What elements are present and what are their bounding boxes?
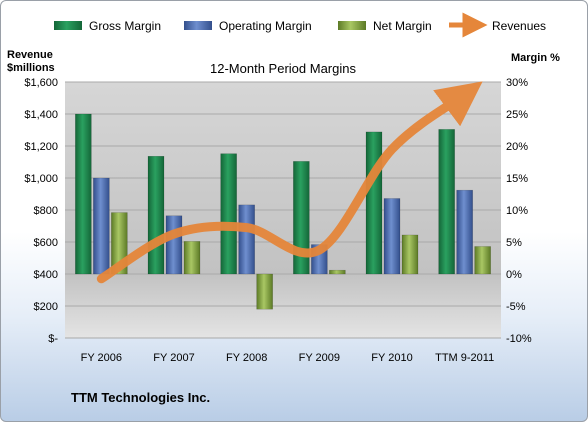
bar-operating-margin [456, 189, 473, 275]
left-axis-label-line2: $millions [7, 62, 55, 74]
bar-gross-margin [365, 131, 383, 275]
right-tick-label: 10% [506, 205, 528, 217]
legend-label-net-margin: Net Margin [373, 19, 432, 33]
right-tick-label: 20% [506, 141, 528, 153]
right-tick-label: 5% [506, 237, 522, 249]
bar-operating-margin [383, 198, 401, 275]
right-tick-label: 15% [506, 173, 528, 185]
x-axis: FY 2006 FY 2007 FY 2008 FY 2009 FY 2010 TTM 9… [81, 352, 495, 364]
left-tick-label: $- [48, 333, 58, 345]
left-tick-label: $1,200 [24, 141, 58, 153]
bar-operating-margin [165, 215, 183, 275]
right-tick-label: 0% [506, 269, 522, 281]
chart-title: 12-Month Period Margins [210, 61, 356, 76]
bar-net-margin [256, 273, 273, 310]
left-axis: $- $200 $400 $600 $800 $1,000 $1,200 $1,400 $1,6… [24, 77, 58, 345]
bars-layer [75, 113, 491, 310]
right-tick-label: 25% [506, 109, 528, 121]
bar-gross-margin [438, 129, 455, 275]
bar-net-margin [401, 234, 419, 275]
legend-item-operating-margin: Operating Margin [184, 19, 312, 33]
legend-swatch-net-margin [338, 21, 366, 30]
bar-net-margin [474, 246, 491, 275]
left-axis-label-line1: Revenue [7, 49, 53, 61]
right-tick-label: 30% [506, 77, 528, 89]
bar-net-margin [183, 241, 201, 275]
x-tick-label: FY 2008 [226, 352, 267, 364]
legend-swatch-gross-margin [54, 21, 82, 30]
bar-gross-margin [75, 113, 92, 275]
x-tick-label: TTM 9-2011 [435, 352, 494, 364]
left-tick-label: $1,600 [24, 77, 58, 89]
left-tick-label: $400 [34, 269, 58, 281]
legend-label-operating-margin: Operating Margin [219, 19, 312, 33]
bar-gross-margin [293, 161, 310, 275]
left-tick-label: $1,000 [24, 173, 58, 185]
bar-operating-margin [93, 177, 110, 275]
legend-item-gross-margin: Gross Margin [54, 19, 161, 33]
right-tick-label: -10% [506, 333, 532, 345]
right-tick-label: -5% [506, 301, 526, 313]
x-tick-label: FY 2009 [299, 352, 340, 364]
left-tick-label: $600 [34, 237, 58, 249]
revenue-line-layer [96, 81, 483, 284]
legend-label-revenues: Revenues [492, 19, 546, 33]
x-tick-label: FY 2007 [153, 352, 194, 364]
x-tick-label: FY 2006 [81, 352, 122, 364]
x-tick-label: FY 2010 [371, 352, 412, 364]
gridlines [65, 81, 501, 339]
legend-item-revenues: Revenues [449, 12, 546, 38]
bar-net-margin [329, 269, 346, 275]
right-axis-label: Margin % [511, 52, 560, 64]
bar-gross-margin [220, 153, 237, 275]
right-axis: -10% -5% 0% 5% 10% 15% 20% 25% 30% [506, 77, 532, 345]
left-tick-label: $1,400 [24, 109, 58, 121]
left-tick-label: $200 [34, 301, 58, 313]
legend-swatch-operating-margin [184, 21, 212, 30]
bar-operating-margin [238, 204, 255, 275]
revenues-line [96, 81, 483, 284]
company-name: TTM Technologies Inc. [71, 390, 211, 405]
bar-gross-margin [147, 155, 165, 275]
left-tick-label: $800 [34, 205, 58, 217]
legend-item-net-margin: Net Margin [338, 19, 432, 33]
legend: Gross Margin Operating Margin Net Margin… [54, 12, 546, 38]
legend-label-gross-margin: Gross Margin [89, 19, 161, 33]
